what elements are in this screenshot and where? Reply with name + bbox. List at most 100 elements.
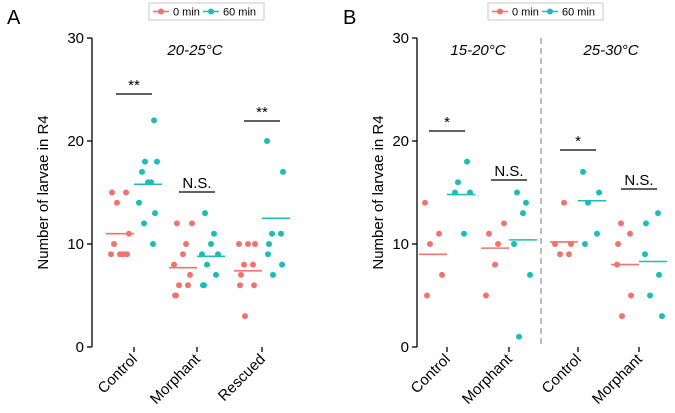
data-point	[154, 158, 160, 165]
data-point	[142, 158, 148, 165]
data-point	[204, 261, 210, 268]
y-axis-label: Number of larvae in R4	[370, 115, 387, 269]
data-point	[527, 271, 533, 278]
legend-key-dot	[547, 8, 553, 15]
y-tick-label: 30	[67, 30, 84, 47]
x-category-label: Control	[408, 351, 454, 397]
x-category-label: Morphant	[147, 350, 204, 407]
data-point	[582, 241, 588, 247]
data-point	[501, 220, 507, 227]
data-point	[238, 271, 244, 278]
group-title: 15-20°C	[450, 42, 505, 59]
data-point	[202, 210, 208, 217]
data-point	[185, 282, 191, 289]
data-point	[236, 241, 242, 247]
data-point	[151, 117, 157, 124]
significance-label: *	[444, 114, 450, 131]
data-point	[594, 230, 600, 237]
group-title: 20-25°C	[166, 42, 222, 59]
data-point	[280, 168, 286, 175]
panel-label: B	[343, 7, 356, 29]
y-tick-label: 20	[392, 133, 409, 150]
data-point	[136, 199, 142, 206]
legend: 0 min 60 min	[487, 2, 604, 21]
data-point	[495, 241, 501, 247]
data-point	[561, 199, 567, 206]
legend-entry-label: 60 min	[223, 7, 256, 19]
data-point	[150, 241, 156, 247]
data-point	[464, 158, 470, 165]
data-point	[176, 282, 182, 289]
data-point	[279, 261, 285, 268]
data-point	[174, 220, 180, 227]
y-tick-label: 30	[392, 30, 409, 47]
data-point	[511, 241, 517, 247]
significance-label: N.S.	[182, 175, 211, 192]
legend-key-dot	[497, 8, 503, 15]
data-point	[520, 210, 526, 217]
x-category-label: Morphant	[589, 350, 646, 407]
panel-b: B 0 min 60 min Number of larvae in R4 0 10 20 3…	[343, 2, 667, 408]
data-point	[141, 220, 147, 227]
data-point	[486, 230, 492, 237]
x-category-label: Control	[95, 351, 141, 397]
data-point	[618, 220, 624, 227]
data-point	[492, 261, 498, 268]
data-point	[596, 189, 602, 196]
y-tick-label: 0	[401, 339, 409, 356]
legend-entry-label: 0 min	[512, 7, 539, 19]
data-point	[180, 251, 186, 258]
data-point	[208, 241, 214, 247]
data-point	[265, 251, 271, 258]
data-point	[245, 241, 251, 247]
data-point	[189, 220, 195, 227]
significance-label: *	[575, 133, 581, 150]
legend-entry-label: 0 min	[173, 7, 200, 19]
data-point	[109, 189, 115, 196]
data-point	[619, 313, 625, 320]
data-point	[213, 271, 219, 278]
y-tick-label: 10	[392, 236, 409, 253]
data-point	[615, 241, 621, 247]
data-point	[250, 261, 256, 268]
legend-entry-label: 60 min	[562, 7, 595, 19]
data-point	[251, 282, 257, 289]
data-point	[627, 230, 633, 237]
data-point	[171, 261, 177, 268]
y-tick-label: 10	[67, 236, 84, 253]
data-point	[655, 210, 661, 217]
data-point	[152, 210, 158, 217]
x-category-label: Control	[539, 351, 585, 397]
data-point	[628, 292, 634, 299]
group-title: 25-30°C	[582, 42, 638, 59]
y-tick-label: 20	[67, 133, 84, 150]
significance-label: N.S.	[494, 163, 523, 180]
data-point	[643, 220, 649, 227]
y-axis-label: Number of larvae in R4	[35, 115, 52, 269]
data-point	[455, 179, 461, 186]
data-point	[242, 313, 248, 320]
data-point	[117, 251, 123, 258]
data-point	[422, 199, 428, 206]
significance-label: **	[256, 104, 268, 121]
data-point	[114, 199, 120, 206]
y-tick-label: 0	[76, 339, 84, 356]
data-point	[211, 230, 217, 237]
data-point	[264, 138, 270, 144]
significance-label: N.S.	[624, 172, 653, 189]
x-category-label: Morphant	[459, 350, 516, 407]
data-point	[514, 189, 520, 196]
data-point	[566, 251, 572, 258]
data-point	[659, 313, 665, 320]
data-point	[656, 271, 662, 278]
data-point	[424, 292, 430, 299]
data-point	[108, 251, 114, 258]
data-point	[200, 282, 206, 289]
data-point	[124, 251, 130, 258]
panel-a: A 0 min 60 min Number of larvae in R4 0 10 20 3…	[7, 2, 290, 408]
data-point	[269, 230, 275, 237]
data-point	[642, 251, 648, 258]
data-point	[237, 282, 243, 289]
data-point	[241, 261, 247, 268]
data-point	[483, 292, 489, 299]
